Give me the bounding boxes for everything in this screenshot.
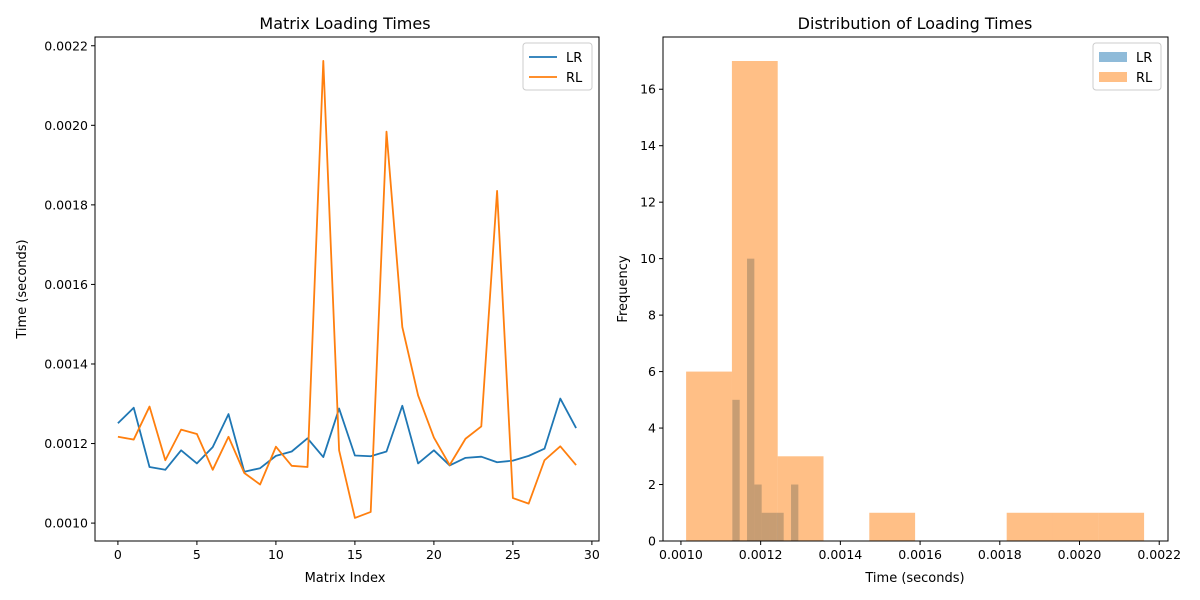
x-tick-label: 0.0010 bbox=[659, 547, 703, 562]
series-line-rl bbox=[117, 59, 577, 519]
y-tick-label: 12 bbox=[640, 195, 656, 210]
y-tick-label: 8 bbox=[648, 308, 656, 323]
y-tick-label: 0.0010 bbox=[44, 516, 88, 531]
x-tick-label: 30 bbox=[584, 547, 600, 562]
x-tick-label: 0 bbox=[114, 547, 122, 562]
histogram-plot-frame bbox=[662, 36, 1169, 542]
x-tick-label: 0.0016 bbox=[898, 547, 942, 562]
legend-label-lr: LR bbox=[566, 51, 582, 66]
x-tick-label: 15 bbox=[347, 547, 363, 562]
hist-bar-rl bbox=[869, 512, 916, 541]
y-tick-label: 0.0012 bbox=[44, 436, 88, 451]
x-tick-label: 25 bbox=[505, 547, 521, 562]
x-tick-label: 0.0012 bbox=[739, 547, 783, 562]
legend-swatch-lr bbox=[1099, 52, 1127, 62]
legend-label-rl: RL bbox=[566, 71, 583, 86]
series-line-lr bbox=[117, 397, 577, 473]
line-plot-area bbox=[95, 37, 599, 541]
y-tick-label: 14 bbox=[640, 138, 656, 153]
y-tick-label: 0.0020 bbox=[44, 118, 88, 133]
x-tick-label: 10 bbox=[268, 547, 284, 562]
y-tick-label: 0.0022 bbox=[44, 38, 88, 53]
x-tick-label: 5 bbox=[193, 547, 201, 562]
line-chart-title: Matrix Loading Times bbox=[259, 14, 430, 33]
histogram-title: Distribution of Loading Times bbox=[798, 14, 1033, 33]
x-tick-label: 20 bbox=[426, 547, 442, 562]
legend-label-lr: LR bbox=[1136, 51, 1152, 66]
hist-bar-rl bbox=[777, 456, 824, 541]
y-tick-label: 6 bbox=[648, 364, 656, 379]
x-tick-label: 0.0020 bbox=[1058, 547, 1102, 562]
histogram-xlabel: Time (seconds) bbox=[864, 571, 964, 586]
hist-bar-rl bbox=[1052, 512, 1099, 541]
histogram-chart: Distribution of Loading Times 0.0010 0.00… bbox=[616, 14, 1181, 586]
y-tick-label: 0.0016 bbox=[44, 277, 88, 292]
y-tick-label: 2 bbox=[648, 477, 656, 492]
legend-label-rl: RL bbox=[1136, 71, 1153, 86]
line-chart-xlabel: Matrix Index bbox=[305, 571, 386, 586]
line-plot-frame bbox=[94, 36, 600, 542]
y-tick-label: 16 bbox=[640, 82, 656, 97]
x-tick-label: 0.0018 bbox=[978, 547, 1022, 562]
hist-bar-rl bbox=[686, 371, 732, 541]
hist-bar-rl bbox=[731, 61, 778, 541]
hist-bar-rl bbox=[1006, 512, 1053, 541]
line-chart: Matrix Loading Times 0 5 10 15 20 25 30 0.0010… bbox=[15, 14, 600, 586]
legend-box bbox=[522, 42, 593, 91]
histogram-ylabel: Frequency bbox=[616, 255, 631, 322]
y-tick-label: 0 bbox=[648, 534, 656, 549]
y-tick-label: 4 bbox=[648, 421, 656, 436]
x-tick-label: 0.0022 bbox=[1137, 547, 1181, 562]
y-tick-label: 0.0018 bbox=[44, 197, 88, 212]
y-tick-label: 10 bbox=[640, 251, 656, 266]
legend-swatch-rl bbox=[1099, 72, 1127, 82]
y-tick-label: 0.0014 bbox=[44, 356, 88, 371]
x-tick-label: 0.0014 bbox=[818, 547, 862, 562]
hist-bar-rl bbox=[1098, 512, 1145, 541]
line-chart-ylabel: Time (seconds) bbox=[15, 239, 30, 339]
